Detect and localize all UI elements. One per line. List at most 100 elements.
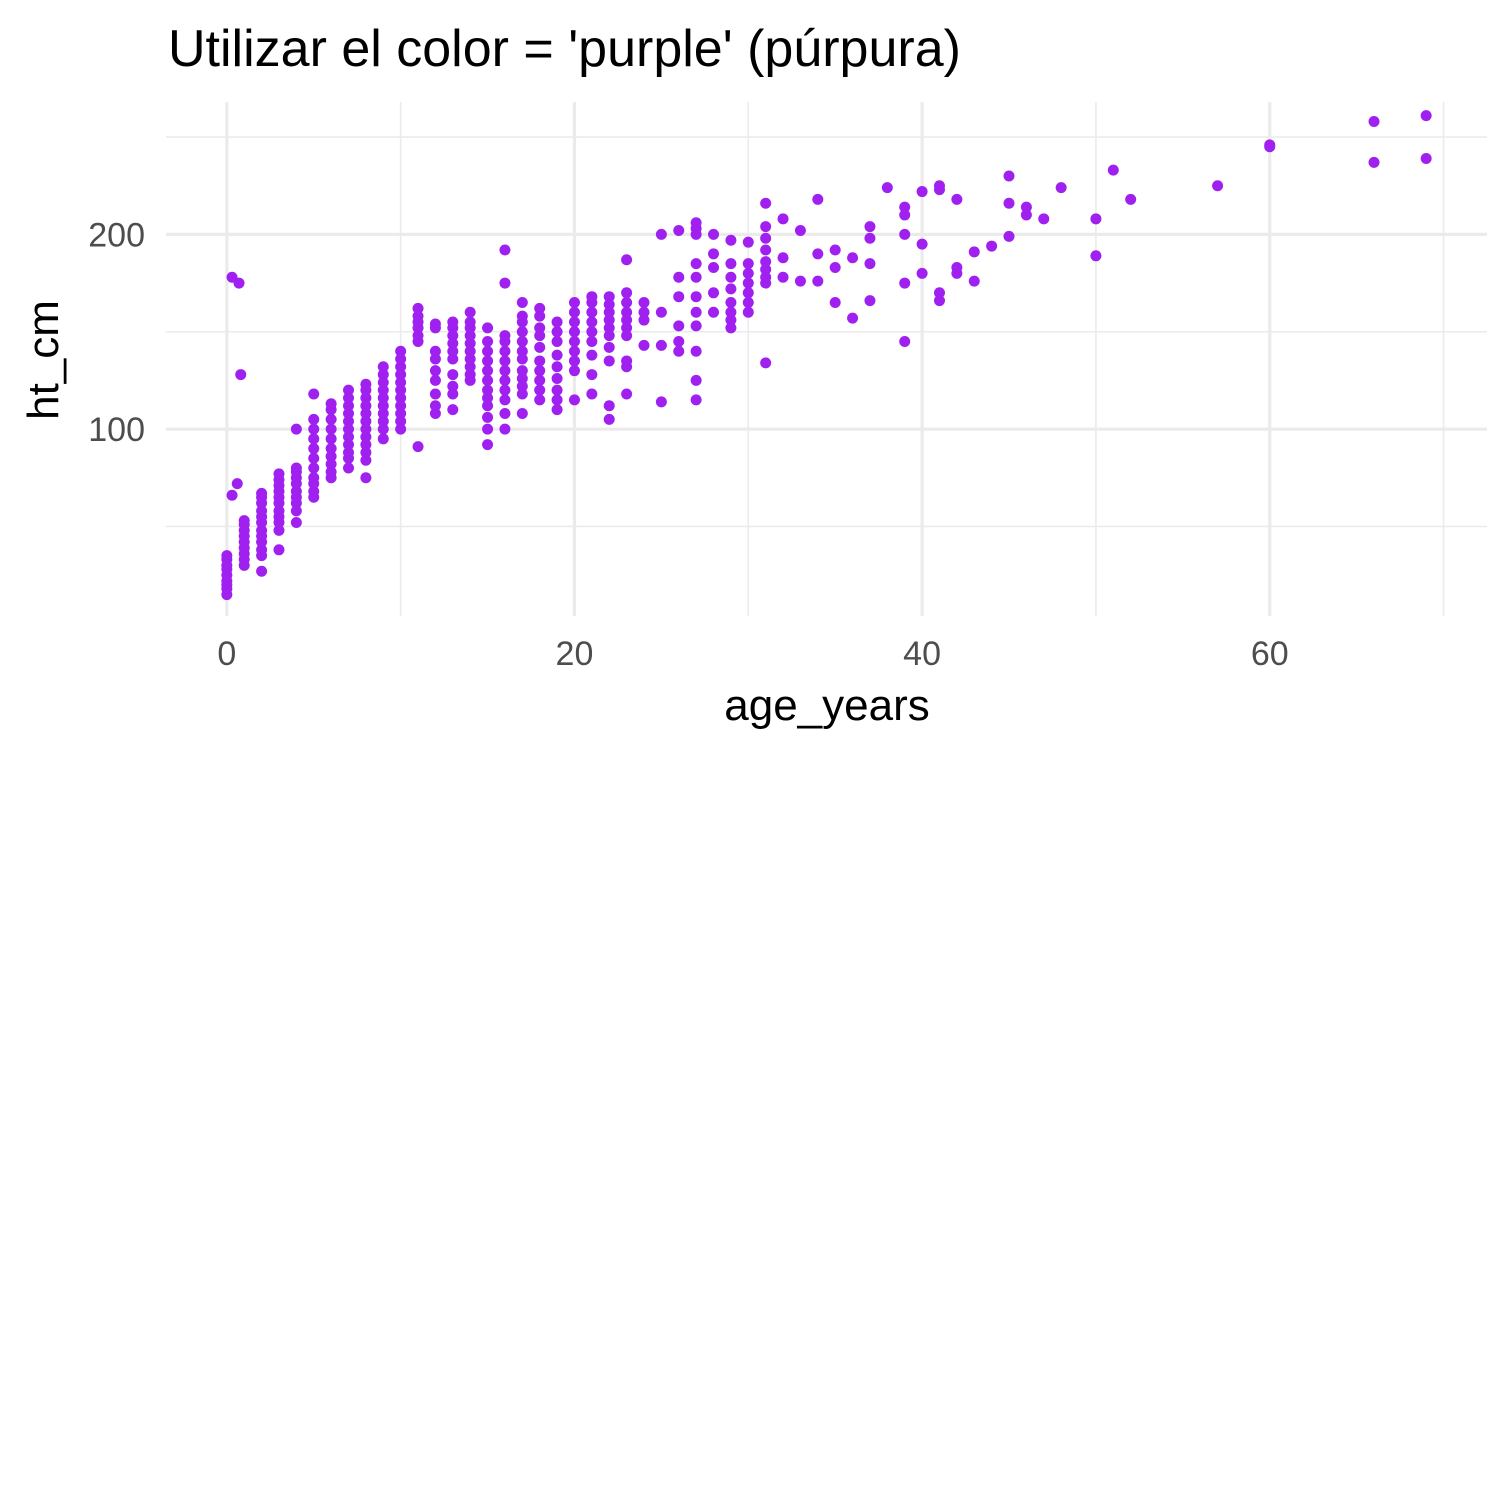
- data-point: [343, 423, 355, 435]
- data-point: [395, 353, 407, 365]
- data-point: [777, 252, 789, 264]
- data-point: [534, 394, 546, 406]
- data-point: [231, 478, 243, 490]
- data-point: [308, 443, 320, 455]
- data-point: [742, 306, 754, 318]
- data-point: [516, 408, 528, 420]
- data-point: [308, 433, 320, 445]
- data-point: [516, 310, 528, 322]
- data-point: [829, 297, 841, 309]
- data-point: [551, 372, 563, 384]
- data-point: [429, 353, 441, 365]
- data-point: [777, 213, 789, 225]
- data-point: [586, 335, 598, 347]
- data-point: [1420, 152, 1432, 164]
- data-point: [968, 275, 980, 287]
- data-point: [655, 306, 667, 318]
- data-point: [742, 297, 754, 309]
- data-point: [673, 291, 685, 303]
- data-point: [325, 433, 337, 445]
- data-point: [325, 443, 337, 455]
- data-point: [1368, 115, 1380, 127]
- data-point: [638, 297, 650, 309]
- data-point: [568, 394, 580, 406]
- data-point: [864, 232, 876, 244]
- x-tick-label: 20: [556, 635, 594, 673]
- data-point: [899, 277, 911, 289]
- data-point: [429, 318, 441, 330]
- data-point: [325, 423, 337, 435]
- y-axis: 100 200: [88, 216, 145, 449]
- data-point: [395, 376, 407, 388]
- data-point: [534, 341, 546, 353]
- data-point: [516, 326, 528, 338]
- data-point: [760, 263, 772, 275]
- data-point: [568, 316, 580, 328]
- data-point: [273, 544, 285, 556]
- data-point: [343, 415, 355, 427]
- data-point: [395, 384, 407, 396]
- data-point: [812, 275, 824, 287]
- data-point: [360, 378, 372, 390]
- data-point: [551, 404, 563, 416]
- data-point: [447, 353, 459, 365]
- data-point: [690, 271, 702, 283]
- data-point: [499, 384, 511, 396]
- data-point: [325, 413, 337, 425]
- data-point: [464, 337, 476, 349]
- x-axis-title: age_years: [724, 681, 929, 730]
- data-point: [916, 267, 928, 279]
- data-point: [638, 339, 650, 351]
- data-point: [343, 446, 355, 458]
- data-point: [655, 339, 667, 351]
- data-point: [534, 374, 546, 386]
- data-point: [708, 261, 720, 273]
- data-point: [360, 431, 372, 443]
- data-point: [603, 306, 615, 318]
- data-point: [673, 225, 685, 236]
- data-point: [412, 302, 424, 314]
- data-point: [586, 316, 598, 328]
- data-point: [256, 565, 268, 577]
- data-point: [499, 408, 511, 420]
- data-point: [395, 415, 407, 427]
- data-point: [534, 302, 546, 314]
- data-point: [360, 454, 372, 466]
- data-point: [447, 369, 459, 381]
- data-point: [586, 291, 598, 303]
- data-point: [226, 489, 238, 501]
- data-point: [325, 450, 337, 462]
- data-point: [534, 330, 546, 342]
- data-point: [343, 400, 355, 412]
- data-point: [464, 369, 476, 381]
- data-point: [516, 345, 528, 357]
- data-point: [621, 322, 633, 334]
- data-point: [933, 180, 945, 192]
- data-point: [708, 228, 720, 240]
- data-point: [290, 423, 302, 435]
- data-point: [343, 462, 355, 474]
- data-point: [725, 297, 737, 309]
- data-point: [655, 396, 667, 408]
- data-point: [1420, 110, 1432, 122]
- data-point: [482, 355, 494, 367]
- data-point: [916, 238, 928, 250]
- data-point: [343, 408, 355, 420]
- data-point: [690, 394, 702, 406]
- data-point: [864, 295, 876, 307]
- data-point: [499, 345, 511, 357]
- data-point: [812, 248, 824, 260]
- data-point: [290, 462, 302, 474]
- x-tick-label: 60: [1251, 635, 1289, 673]
- data-point: [464, 345, 476, 357]
- data-point: [290, 485, 302, 497]
- data-point: [1368, 156, 1380, 168]
- data-point: [377, 423, 389, 435]
- data-point: [551, 316, 563, 328]
- data-point: [412, 441, 424, 453]
- data-point: [690, 258, 702, 270]
- data-point: [551, 361, 563, 373]
- data-point: [725, 322, 737, 334]
- data-point: [864, 221, 876, 233]
